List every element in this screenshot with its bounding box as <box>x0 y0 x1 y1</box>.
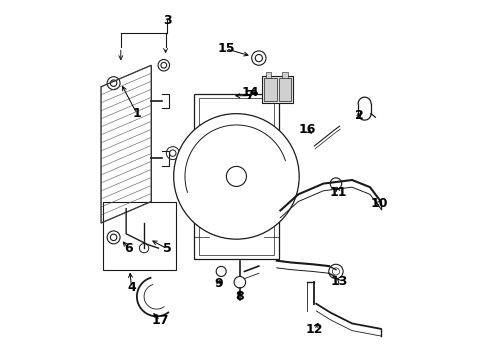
Text: 3: 3 <box>163 14 171 27</box>
Circle shape <box>329 178 341 189</box>
Circle shape <box>216 266 226 276</box>
Text: 14: 14 <box>241 86 258 99</box>
Circle shape <box>234 276 245 288</box>
Text: 5: 5 <box>163 242 171 255</box>
Bar <box>265 72 271 78</box>
Polygon shape <box>101 65 151 223</box>
Bar <box>264 78 276 101</box>
Text: 11: 11 <box>329 186 346 199</box>
Text: 6: 6 <box>124 242 133 255</box>
Text: 7: 7 <box>245 89 254 102</box>
Text: 1: 1 <box>132 107 141 120</box>
Text: 9: 9 <box>214 278 223 291</box>
Text: 4: 4 <box>127 281 136 294</box>
Text: 13: 13 <box>330 275 347 288</box>
Text: 16: 16 <box>298 123 315 136</box>
Circle shape <box>173 114 299 239</box>
Bar <box>278 78 290 101</box>
Bar <box>102 202 176 270</box>
Bar <box>282 72 287 78</box>
Circle shape <box>226 166 246 186</box>
Text: 17: 17 <box>151 314 169 327</box>
Text: 8: 8 <box>235 290 244 303</box>
Circle shape <box>328 264 343 279</box>
Bar <box>262 76 292 103</box>
Bar <box>198 98 274 255</box>
Text: 15: 15 <box>217 42 234 55</box>
Bar <box>194 94 278 259</box>
Text: 2: 2 <box>354 109 363 122</box>
Text: 12: 12 <box>305 323 323 336</box>
Text: 10: 10 <box>369 197 387 210</box>
